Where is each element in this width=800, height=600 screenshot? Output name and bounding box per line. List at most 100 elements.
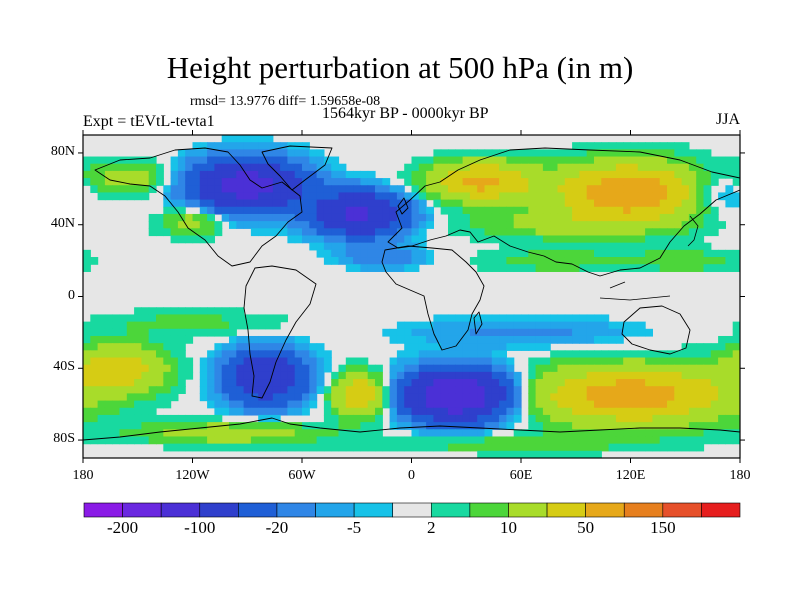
- field-cell: [528, 235, 537, 244]
- field-cell: [280, 206, 288, 215]
- field-cell: [586, 192, 595, 201]
- field-cell: [418, 235, 427, 244]
- field-cell: [630, 386, 639, 394]
- field-cell: [484, 386, 493, 394]
- field-cell: [696, 422, 705, 430]
- colorbar-swatch: [276, 502, 316, 518]
- field-cell: [229, 178, 237, 186]
- field-cell: [345, 364, 354, 373]
- field-cell: [90, 429, 99, 438]
- field-cell: [491, 443, 500, 452]
- field-cell: [564, 328, 573, 337]
- field-cell: [623, 422, 632, 430]
- field-cell: [170, 213, 179, 222]
- field-cell: [396, 321, 405, 330]
- field-cell: [564, 414, 573, 423]
- field-cell: [433, 156, 442, 165]
- field-cell: [528, 249, 537, 258]
- field-cell: [732, 264, 740, 272]
- field-cell: [528, 407, 537, 416]
- field-cell: [506, 414, 515, 423]
- field-cell: [360, 429, 369, 438]
- field-cell: [455, 350, 464, 359]
- field-cell: [703, 379, 712, 387]
- field-cell: [185, 178, 194, 186]
- field-cell: [564, 213, 573, 222]
- field-cell: [331, 257, 340, 265]
- field-cell: [316, 429, 325, 438]
- field-cell: [170, 335, 179, 344]
- field-cell: [477, 443, 486, 452]
- field-cell: [469, 400, 478, 409]
- field-cell: [703, 192, 712, 201]
- field-cell: [199, 422, 208, 430]
- field-cell: [156, 221, 164, 229]
- field-cell: [411, 400, 420, 409]
- field-cell: [557, 443, 566, 452]
- field-cell: [90, 328, 99, 337]
- field-cell: [141, 156, 150, 165]
- field-cell: [564, 393, 573, 402]
- field-cell: [601, 199, 610, 208]
- field-cell: [418, 163, 427, 172]
- field-cell: [608, 364, 617, 373]
- field-cell: [674, 436, 683, 445]
- field-cell: [491, 364, 500, 373]
- field-cell: [163, 364, 172, 373]
- field-cell: [338, 364, 347, 373]
- field-cell: [309, 242, 318, 251]
- field-cell: [448, 414, 456, 423]
- field-cell: [207, 400, 215, 409]
- field-cell: [564, 386, 573, 394]
- field-cell: [572, 192, 580, 201]
- field-cell: [229, 199, 237, 208]
- field-cell: [97, 364, 106, 373]
- field-cell: [440, 414, 449, 423]
- y-tick-label: 0: [68, 287, 75, 303]
- field-cell: [360, 393, 369, 402]
- field-cell: [681, 156, 690, 165]
- field-cell: [703, 221, 712, 229]
- field-cell: [360, 422, 369, 430]
- field-cell: [667, 371, 675, 380]
- field-cell: [557, 149, 566, 158]
- field-cell: [645, 149, 653, 158]
- field-cell: [426, 429, 434, 438]
- field-cell: [564, 436, 573, 445]
- field-cell: [426, 335, 434, 344]
- field-cell: [156, 170, 164, 179]
- field-cell: [557, 185, 566, 194]
- field-cell: [353, 443, 361, 452]
- y-tick-label: 40N: [50, 215, 75, 231]
- field-cell: [367, 185, 376, 194]
- field-cell: [477, 393, 486, 402]
- field-cell: [681, 371, 690, 380]
- field-cell: [367, 249, 376, 258]
- field-cell: [535, 450, 544, 458]
- field-cell: [448, 149, 456, 158]
- field-cell: [97, 328, 106, 337]
- field-cell: [316, 235, 325, 244]
- field-cell: [177, 307, 186, 316]
- field-cell: [367, 242, 376, 251]
- field-cell: [645, 242, 653, 251]
- field-cell: [732, 156, 740, 165]
- field-cell: [645, 199, 653, 208]
- field-cell: [462, 400, 471, 409]
- field-cell: [535, 156, 544, 165]
- field-cell: [601, 192, 610, 201]
- field-cell: [725, 264, 734, 272]
- field-cell: [718, 357, 726, 366]
- field-cell: [542, 249, 551, 258]
- field-cell: [148, 414, 157, 423]
- field-cell: [725, 343, 734, 351]
- field-cell: [659, 264, 668, 272]
- field-cell: [491, 422, 500, 430]
- field-cell: [119, 357, 128, 366]
- field-cell: [367, 393, 376, 402]
- field-cell: [725, 357, 734, 366]
- field-cell: [542, 386, 551, 394]
- field-cell: [280, 149, 288, 158]
- colorbar-swatch: [430, 502, 471, 518]
- field-cell: [192, 199, 201, 208]
